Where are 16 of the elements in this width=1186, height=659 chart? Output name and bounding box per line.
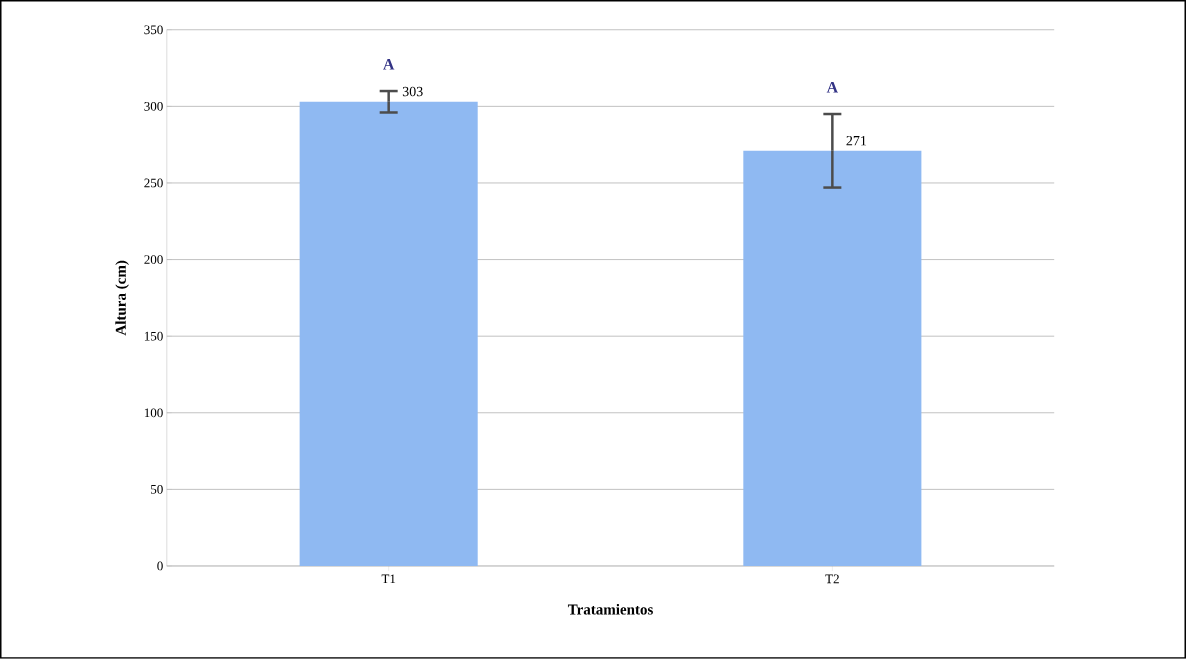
y-axis-title: Altura (cm)	[115, 260, 129, 336]
annotation: A	[383, 59, 395, 70]
x-tick-label: T2	[825, 574, 839, 584]
y-tick-label: 300	[144, 102, 163, 111]
annotation: A	[826, 82, 839, 93]
data-label: 271	[846, 136, 867, 146]
x-axis-title: Tratamientos	[567, 604, 653, 615]
x-tick-label: T1	[381, 574, 396, 584]
y-tick-label: 250	[144, 178, 163, 188]
y-tick-label: 200	[144, 255, 163, 265]
y-tick-label: 100	[144, 408, 163, 418]
y-tick-label: 350	[144, 25, 163, 35]
data-label: 303	[402, 86, 423, 97]
y-tick-label: 0	[157, 561, 163, 571]
y-tick-label: 50	[151, 485, 163, 494]
y-tick-label: 150	[144, 331, 163, 341]
